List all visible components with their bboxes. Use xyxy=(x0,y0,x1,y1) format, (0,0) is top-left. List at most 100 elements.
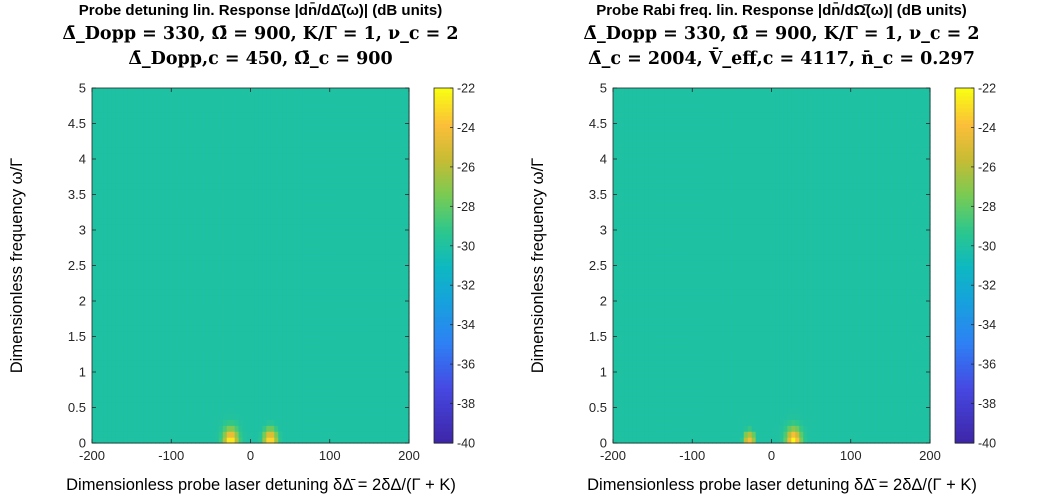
heatmap-cell xyxy=(99,389,105,397)
heatmap-cell xyxy=(373,129,378,136)
heatmap-cell xyxy=(274,111,279,119)
heatmap-cell xyxy=(195,230,200,237)
heatmap-cell xyxy=(103,360,109,367)
heatmap-cell xyxy=(206,99,212,107)
heatmap-cell xyxy=(369,348,374,355)
heatmap-cell xyxy=(298,123,303,131)
heatmap-cell xyxy=(321,377,327,385)
heatmap-cell xyxy=(262,153,267,160)
heatmap-cell xyxy=(139,354,145,361)
heatmap-cell xyxy=(214,336,220,344)
heatmap-cell xyxy=(206,135,212,142)
heatmap-cell xyxy=(317,105,323,113)
heatmap-cell xyxy=(234,105,240,113)
heatmap-cell xyxy=(270,431,275,438)
heatmap-cell xyxy=(242,425,248,432)
heatmap-cell xyxy=(361,360,367,367)
heatmap-cell xyxy=(298,366,303,373)
heatmap-cell xyxy=(143,259,149,267)
heatmap-cell xyxy=(214,188,220,196)
heatmap-cell xyxy=(353,259,359,267)
heatmap-cell xyxy=(163,312,168,320)
heatmap-cell xyxy=(294,200,299,207)
heatmap-cell xyxy=(163,141,168,148)
heatmap-cell xyxy=(270,259,275,267)
heatmap-cell xyxy=(266,342,271,349)
heatmap-cell xyxy=(191,277,196,284)
heatmap-cell xyxy=(337,295,343,302)
heatmap-cell xyxy=(349,271,355,278)
heatmap-cell xyxy=(373,141,378,148)
heatmap-cell xyxy=(147,289,153,296)
heatmap-cell xyxy=(393,259,398,267)
heatmap-cell xyxy=(230,377,236,385)
heatmap-cell xyxy=(365,253,370,261)
heatmap-cell xyxy=(127,265,133,273)
heatmap-cell xyxy=(175,129,180,136)
heatmap-cell xyxy=(317,206,323,213)
heatmap-cell xyxy=(365,431,370,438)
heatmap-cell xyxy=(226,259,232,267)
heatmap-cell xyxy=(234,111,240,119)
heatmap-cell xyxy=(270,265,275,273)
heatmap-cell xyxy=(266,235,271,243)
heatmap-cell xyxy=(159,289,164,296)
heatmap-cell xyxy=(187,259,192,267)
heatmap-cell xyxy=(155,306,160,314)
heatmap-cell xyxy=(127,289,133,296)
heatmap-cell xyxy=(107,153,113,160)
heatmap-cell xyxy=(286,354,291,361)
heatmap-cell xyxy=(95,224,101,231)
heatmap-cell xyxy=(377,389,382,397)
heatmap-cell xyxy=(298,312,303,320)
heatmap-cell xyxy=(147,366,153,373)
heatmap-cell xyxy=(119,330,125,338)
heatmap-cell xyxy=(151,295,156,302)
heatmap-cell xyxy=(329,407,335,415)
heatmap-cell xyxy=(278,318,283,326)
heatmap-cell xyxy=(290,200,295,207)
heatmap-cell xyxy=(401,306,406,314)
colorbar xyxy=(434,88,453,444)
heatmap-cell xyxy=(234,312,240,320)
heatmap-cell xyxy=(226,230,232,237)
heatmap-cell xyxy=(401,170,406,178)
heatmap-cell xyxy=(111,194,117,202)
heatmap-cell xyxy=(365,135,370,142)
heatmap-cell xyxy=(135,129,141,136)
heatmap-cell xyxy=(127,88,133,95)
heatmap-cell xyxy=(313,123,319,131)
heatmap-cell xyxy=(377,277,382,284)
heatmap-cell xyxy=(357,413,363,420)
heatmap-cell xyxy=(206,372,212,379)
heatmap-cell xyxy=(345,135,351,142)
heatmap-cell xyxy=(111,182,117,190)
heatmap-cell xyxy=(302,377,307,385)
heatmap-cell xyxy=(143,159,149,166)
heatmap-cell xyxy=(107,212,113,219)
heatmap-cell xyxy=(266,182,271,190)
heatmap-cell xyxy=(294,289,299,296)
heatmap-cell xyxy=(155,218,160,225)
heatmap-cell xyxy=(357,182,363,190)
heatmap-cell xyxy=(274,147,279,154)
heatmap-cell xyxy=(321,271,327,278)
heatmap-cell xyxy=(333,241,339,249)
heatmap-cell xyxy=(313,129,319,136)
heatmap-cell xyxy=(139,389,145,397)
heatmap-cell xyxy=(401,111,406,119)
heatmap-cell xyxy=(187,200,192,207)
heatmap-cell xyxy=(226,354,232,361)
heatmap-cell xyxy=(305,176,311,184)
heatmap-cell xyxy=(159,354,164,361)
heatmap-cell xyxy=(393,348,398,355)
heatmap-cell xyxy=(103,295,109,302)
heatmap-cell xyxy=(234,188,240,196)
heatmap-cell xyxy=(286,241,291,249)
heatmap-cell xyxy=(202,182,208,190)
heatmap-cell xyxy=(115,372,121,379)
heatmap-cell xyxy=(230,413,236,420)
heatmap-cell xyxy=(206,383,212,391)
heatmap-cell xyxy=(302,117,307,125)
heatmap-cell xyxy=(278,354,283,361)
